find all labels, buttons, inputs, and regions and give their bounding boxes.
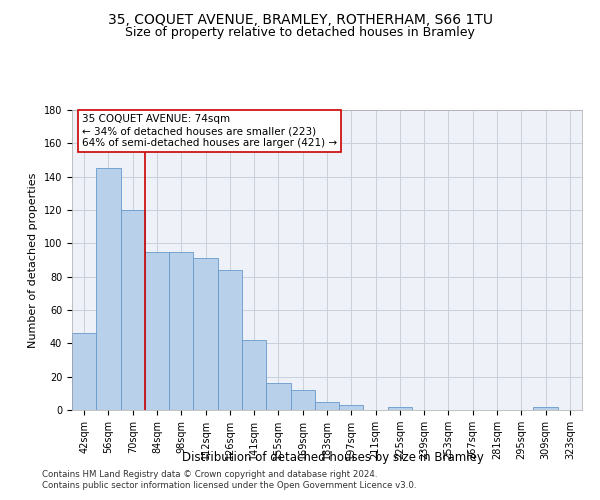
Bar bbox=[121, 210, 145, 410]
Bar bbox=[145, 252, 169, 410]
Text: 35 COQUET AVENUE: 74sqm
← 34% of detached houses are smaller (223)
64% of semi-d: 35 COQUET AVENUE: 74sqm ← 34% of detache… bbox=[82, 114, 337, 148]
Text: 35, COQUET AVENUE, BRAMLEY, ROTHERHAM, S66 1TU: 35, COQUET AVENUE, BRAMLEY, ROTHERHAM, S… bbox=[107, 12, 493, 26]
Text: Contains HM Land Registry data © Crown copyright and database right 2024.: Contains HM Land Registry data © Crown c… bbox=[42, 470, 377, 479]
Bar bbox=[169, 252, 193, 410]
Bar bbox=[266, 384, 290, 410]
Y-axis label: Number of detached properties: Number of detached properties bbox=[28, 172, 38, 348]
Bar bbox=[290, 390, 315, 410]
Bar bbox=[533, 406, 558, 410]
Bar bbox=[218, 270, 242, 410]
Text: Size of property relative to detached houses in Bramley: Size of property relative to detached ho… bbox=[125, 26, 475, 39]
Bar bbox=[96, 168, 121, 410]
Bar bbox=[339, 405, 364, 410]
Bar bbox=[242, 340, 266, 410]
Bar bbox=[315, 402, 339, 410]
Text: Contains public sector information licensed under the Open Government Licence v3: Contains public sector information licen… bbox=[42, 481, 416, 490]
Bar bbox=[193, 258, 218, 410]
Bar bbox=[388, 406, 412, 410]
Bar bbox=[72, 334, 96, 410]
Text: Distribution of detached houses by size in Bramley: Distribution of detached houses by size … bbox=[182, 451, 484, 464]
